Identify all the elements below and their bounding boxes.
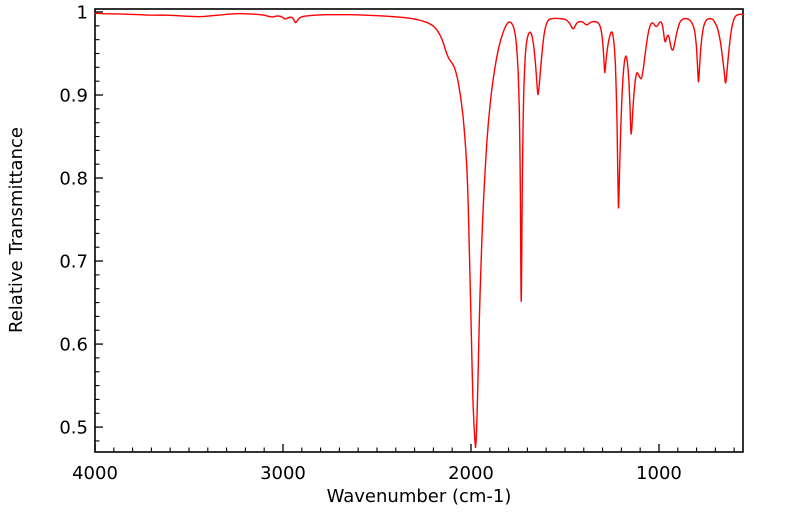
- y-tick-label: 1: [77, 2, 88, 23]
- y-axis-title: Relative Transmittance: [6, 127, 27, 333]
- y-tick-label: 0.8: [59, 169, 88, 190]
- y-tick-label: 0.6: [59, 335, 88, 356]
- x-axis-title: Wavenumber (cm-1): [327, 486, 512, 507]
- x-tick-label: 4000: [72, 463, 118, 484]
- x-tick-label: 1000: [636, 463, 682, 484]
- y-tick-label: 0.9: [59, 86, 88, 107]
- ir-spectrum-line: [94, 12, 744, 449]
- x-tick-label: 3000: [260, 463, 306, 484]
- plot-frame: [94, 8, 744, 453]
- y-tick-label: 0.5: [59, 418, 88, 439]
- y-tick-label: 0.7: [59, 252, 88, 273]
- x-tick-label: 2000: [448, 463, 494, 484]
- curve-layer: [94, 12, 744, 449]
- axes-layer: 4000 3000 2000 1000 1 0.9 0.8 0.7 0.6 0.5: [59, 2, 744, 484]
